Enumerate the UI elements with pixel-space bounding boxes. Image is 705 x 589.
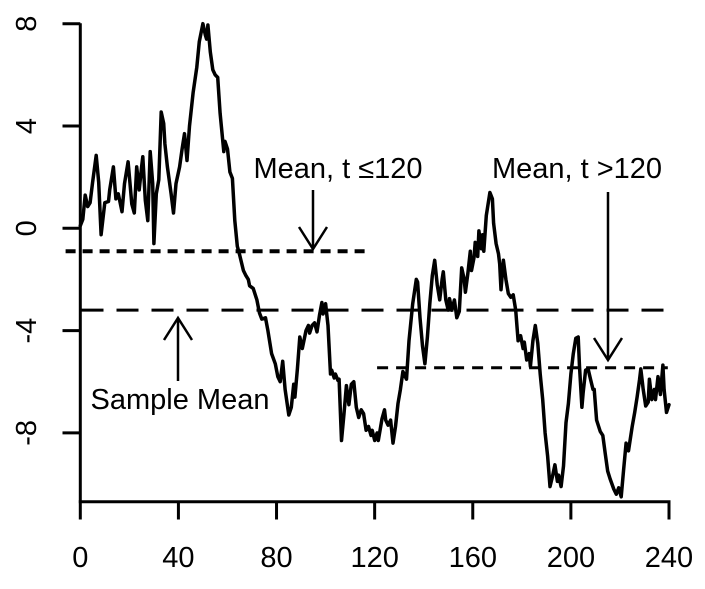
arrow-head-down xyxy=(297,226,329,252)
x-tick-label: 120 xyxy=(351,542,399,574)
arrow-to-mean-first-half xyxy=(297,190,329,252)
x-tick-label: 40 xyxy=(162,542,194,574)
y-tick-labels: -8 -4 0 4 8 xyxy=(11,16,43,446)
x-tick-label: 80 xyxy=(260,542,292,574)
series-line xyxy=(78,21,671,499)
x-tick-label: 160 xyxy=(449,542,497,574)
annotations: Mean, t ≤120 Mean, t >120 Sample Mean xyxy=(91,153,663,416)
arrow-head-down xyxy=(592,337,624,363)
y-tick-marks xyxy=(62,22,81,435)
reference-lines xyxy=(65,249,672,370)
y-tick-label: -8 xyxy=(11,420,43,446)
y-tick-label: 0 xyxy=(11,220,43,236)
annotation-mean-second-half-label: Mean, t >120 xyxy=(492,153,662,185)
annotation-mean-first-half-label: Mean, t ≤120 xyxy=(253,153,422,185)
x-tick-labels: 0 40 80 120 160 200 240 xyxy=(72,542,693,574)
arrow-to-mean-second-half xyxy=(592,192,624,363)
x-tick-marks xyxy=(78,501,671,520)
x-tick-label: 240 xyxy=(645,542,693,574)
y-tick-label: -4 xyxy=(11,318,43,344)
annotation-sample-mean-label: Sample Mean xyxy=(91,384,270,416)
arrow-head-up xyxy=(162,315,194,341)
y-tick-label: 8 xyxy=(11,16,43,32)
axes: -8 -4 0 4 8 0 40 80 120 160 200 240 xyxy=(11,16,693,574)
x-tick-label: 0 xyxy=(72,542,88,574)
y-tick-label: 4 xyxy=(11,118,43,134)
arrow-to-sample-mean xyxy=(162,315,194,381)
x-tick-label: 200 xyxy=(547,542,595,574)
